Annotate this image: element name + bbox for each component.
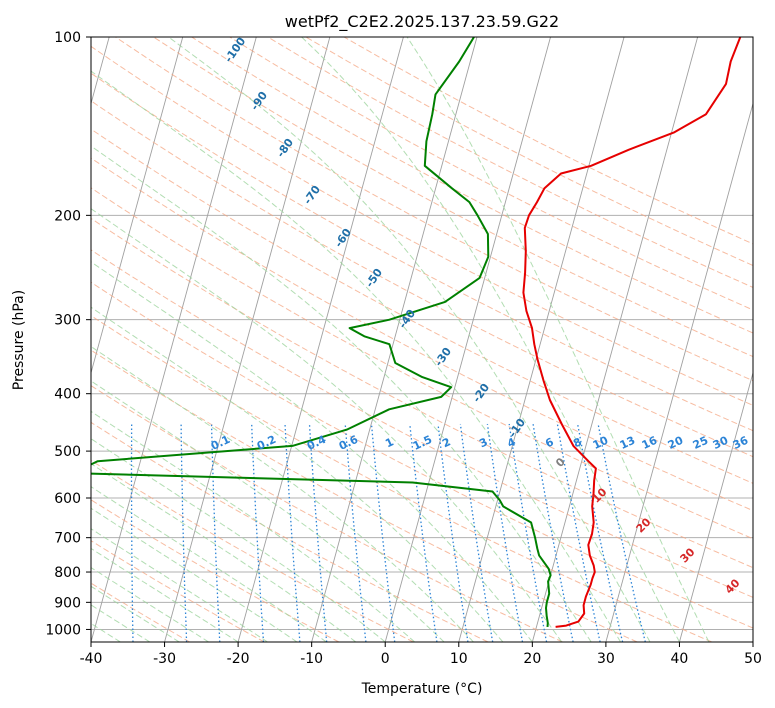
dry-adiabat-line (91, 540, 265, 642)
mixing-ratio-line (486, 423, 524, 642)
x-tick-label: 40 (671, 651, 689, 667)
moist-adiabat-line (91, 410, 415, 642)
isotherm-line (311, 37, 478, 642)
moist-adiabat-line (91, 380, 445, 642)
moist-adiabat-line (406, 37, 710, 642)
temperature-profile-line (522, 37, 742, 628)
mixing-ratio-label: 25 (691, 434, 710, 452)
moist-adiabat-line (91, 528, 268, 642)
isotherm-lines (91, 37, 753, 642)
x-tick-label: -20 (227, 651, 250, 667)
y-axis-label: Pressure (hPa) (11, 290, 27, 390)
dry-adiabat-line (91, 100, 753, 458)
mixing-ratio-lines (130, 423, 646, 642)
y-tick-label: 500 (54, 444, 81, 460)
moist-adiabat-line (91, 507, 298, 642)
mixing-ratio-label: 36 (731, 434, 751, 452)
isotherm-line (605, 101, 753, 642)
mixing-ratio-label: 16 (640, 434, 660, 452)
y-tick-label: 100 (54, 30, 81, 46)
y-tick-label: 300 (54, 313, 81, 329)
moist-adiabat-line (91, 208, 563, 642)
moist-adiabat-line (91, 261, 533, 642)
mixing-ratio-line (576, 423, 624, 642)
y-tick-label: 700 (54, 531, 81, 547)
dry-adiabat-line (91, 582, 190, 642)
dry-adiabat-line (229, 37, 753, 311)
isotherm-line (164, 37, 331, 642)
mixing-ratio-label: 20 (666, 434, 686, 452)
x-axis-label: Temperature (°C) (361, 681, 483, 697)
mixing-ratio-label: 30 (711, 434, 731, 452)
mixing-ratio-line (532, 423, 574, 642)
dry-adiabat-line (91, 157, 753, 512)
moist-adiabat-line (91, 345, 474, 642)
x-axis-ticks: -40 -30 -20 -10 0 10 20 30 40 50 (80, 642, 762, 667)
y-axis-ticks: 100 200 300 400 500 600 700 800 900 1000 (45, 30, 91, 638)
y-tick-label: 400 (54, 387, 81, 403)
x-tick-label: -30 (153, 651, 176, 667)
moist-adiabat-line (91, 486, 327, 642)
moist-adiabat-line (168, 37, 651, 642)
mixing-ratio-label: 13 (618, 434, 637, 452)
moist-adiabat-line (301, 37, 680, 642)
x-tick-label: 20 (523, 651, 541, 667)
dry-adiabat-line (91, 249, 753, 598)
isotherm-line (237, 37, 404, 642)
isotherm-line (458, 37, 625, 642)
chart-title: wetPf2_C2E2.2025.137.23.59.G22 (285, 12, 559, 32)
isotherm-line (384, 37, 551, 642)
plot-area: -100-90-80-70-60-50-40-30-20-10010203040… (91, 37, 753, 642)
moist-adiabat-line (91, 306, 504, 642)
moist-adiabat-line (91, 438, 386, 642)
x-tick-label: 0 (381, 651, 390, 667)
y-tick-label: 200 (54, 208, 81, 224)
dry-adiabat-line (91, 421, 489, 642)
mixing-ratio-line (508, 423, 548, 642)
isotherm-line (91, 37, 257, 642)
y-tick-label: 900 (54, 595, 81, 611)
dry-adiabat-line (91, 217, 753, 569)
pressure-grid (91, 37, 753, 630)
moist-adiabat-line (91, 145, 592, 642)
mixing-ratio-line (597, 423, 646, 642)
mixing-ratio-label: 10 (591, 434, 611, 452)
dry-adiabat-line (153, 37, 753, 358)
y-tick-label: 800 (54, 565, 81, 581)
profile-lines (91, 37, 742, 628)
dry-adiabat-line (91, 315, 713, 642)
mixing-ratio-line (459, 423, 494, 642)
x-tick-label: -40 (80, 651, 103, 667)
dry-adiabat-line (91, 349, 638, 642)
moist-adiabat-lines (91, 37, 710, 642)
y-tick-label: 600 (54, 491, 81, 507)
isotherm-line (679, 371, 753, 642)
mixing-ratio-line (437, 423, 469, 642)
x-tick-label: 10 (450, 651, 468, 667)
isotherm-line (91, 37, 184, 375)
x-tick-label: 50 (744, 651, 762, 667)
dry-adiabat-line (267, 37, 753, 289)
dewpoint-profile-line (91, 37, 552, 627)
moist-adiabat-line (91, 70, 622, 642)
mixing-ratio-line (556, 423, 601, 642)
x-tick-label: -10 (300, 651, 323, 667)
plot-frame (90, 36, 754, 643)
y-tick-label: 1000 (45, 622, 81, 638)
x-tick-label: 30 (597, 651, 615, 667)
